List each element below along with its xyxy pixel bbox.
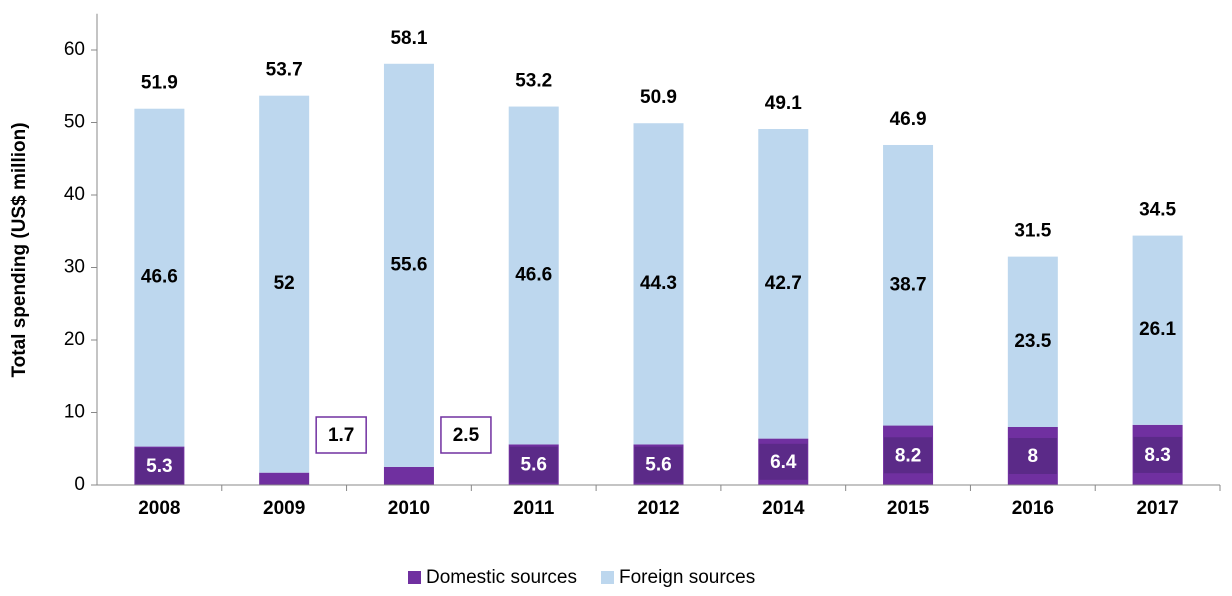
bar-segment <box>259 95 310 473</box>
data-label-box <box>759 443 808 480</box>
bar-segment <box>758 129 809 439</box>
bar-segment <box>633 123 684 445</box>
bar-segment <box>1007 256 1058 427</box>
y-tick-label: 30 <box>64 257 85 278</box>
data-label-box <box>315 416 367 454</box>
data-label: 55.6 <box>390 254 427 275</box>
x-tick-label: 2014 <box>762 498 805 519</box>
x-tick-label: 2016 <box>1012 498 1054 519</box>
bar-segment <box>1132 235 1183 425</box>
legend-label: Domestic sources <box>426 567 577 588</box>
total-label: 50.9 <box>640 87 677 108</box>
total-label: 49.1 <box>765 93 802 114</box>
y-tick-label: 10 <box>64 402 85 423</box>
bar-segment <box>883 144 934 426</box>
data-label-box <box>440 416 492 454</box>
data-label: 2.5 <box>453 425 480 446</box>
data-label: 46.6 <box>515 264 552 285</box>
bar-segment <box>134 108 185 447</box>
data-label: 8.3 <box>1144 445 1170 466</box>
bar-segment <box>383 63 434 467</box>
data-label-box <box>884 437 933 474</box>
x-tick-label: 2008 <box>138 498 180 519</box>
x-tick-label: 2010 <box>388 498 430 519</box>
data-label: 8.2 <box>895 445 921 466</box>
data-label: 26.1 <box>1139 319 1176 340</box>
data-label: 42.7 <box>765 273 802 294</box>
data-label-box <box>509 446 558 483</box>
x-tick-label: 2012 <box>637 498 679 519</box>
data-label-box <box>1133 436 1182 473</box>
x-tick-label: 2015 <box>887 498 930 519</box>
bar-segment <box>383 466 434 485</box>
data-label: 5.6 <box>521 455 547 476</box>
y-axis-label: Total spending (US$ million) <box>9 122 30 377</box>
legend-swatch <box>601 571 614 584</box>
total-label: 31.5 <box>1014 221 1051 242</box>
bar-segment <box>508 106 559 445</box>
legend-label: Foreign sources <box>619 567 755 588</box>
x-tick-label: 2009 <box>263 498 305 519</box>
data-label: 44.3 <box>640 273 677 294</box>
data-label: 38.7 <box>890 274 927 295</box>
bar-segment <box>259 472 310 485</box>
data-label: 5.6 <box>645 455 671 476</box>
data-label: 1.7 <box>328 425 354 446</box>
data-label: 6.4 <box>770 452 797 473</box>
y-tick-label: 60 <box>64 39 85 60</box>
total-label: 34.5 <box>1139 200 1176 221</box>
total-label: 51.9 <box>141 73 178 94</box>
data-label: 52 <box>274 273 295 294</box>
data-label-box <box>634 446 683 483</box>
total-label: 53.7 <box>266 60 303 81</box>
y-tick-label: 40 <box>64 184 85 205</box>
total-label: 53.2 <box>515 71 552 92</box>
data-label: 8 <box>1028 446 1039 467</box>
y-tick-label: 20 <box>64 329 85 350</box>
data-label-box <box>135 447 184 484</box>
data-label: 23.5 <box>1014 331 1051 352</box>
y-tick-label: 0 <box>74 474 85 495</box>
data-label-box <box>1008 438 1057 474</box>
total-label: 58.1 <box>390 28 427 49</box>
legend-swatch <box>408 571 421 584</box>
y-tick-label: 50 <box>64 112 85 133</box>
data-label: 46.6 <box>141 267 178 288</box>
x-tick-label: 2011 <box>513 498 555 519</box>
data-label: 5.3 <box>146 456 172 477</box>
total-label: 46.9 <box>890 109 927 130</box>
x-tick-label: 2017 <box>1136 498 1178 519</box>
